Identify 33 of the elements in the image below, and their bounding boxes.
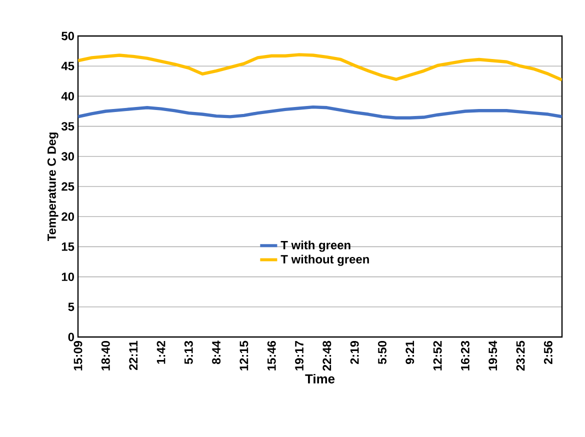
x-tick-label: 2:19 [350,340,359,364]
x-tick-label: 15:09 [74,340,82,370]
x-tick-label: 22:48 [322,340,332,371]
x-tick-label: 12:15 [240,340,248,370]
y-tick-label: 10 [62,272,74,282]
y-tick-label: 50 [62,32,74,40]
x-tick-label: 19:54 [488,340,498,370]
y-tick-label: 0 [68,332,74,342]
y-tick-label: 20 [62,212,74,221]
y-tick-label: 5 [68,302,74,312]
x-tick-label: 1:42 [156,341,166,364]
x-tick-label: 22:11 [129,340,138,370]
x-tick-label: 23:25 [516,340,525,371]
x-tick-label: 9:21 [406,340,414,364]
x-tick-label: 2:56 [544,340,552,364]
y-tick-label: 40 [61,92,74,100]
y-tick-label: 35 [61,122,74,131]
x-tick-label: 5:13 [184,340,193,364]
y-tick-label: 45 [61,62,74,70]
x-tick-label: 15:46 [267,340,276,370]
legend-label: T without green [280,254,369,266]
x-axis-title: Time [305,374,335,384]
x-tick-label: 8:44 [212,340,221,364]
x-tick-label: 12:52 [433,341,442,370]
x-tick-label: 16:23 [460,340,470,370]
x-tick-label: 19:17 [295,341,304,370]
legend-label: T with green [280,240,350,252]
y-tick-label: 25 [62,182,74,191]
y-tick-label: 15 [62,242,74,251]
y-axis-title: Temperature C Deg [47,132,58,242]
y-tick-label: 30 [61,152,74,161]
x-tick-label: 18:40 [101,341,110,370]
x-tick-label: 5:50 [378,341,386,364]
